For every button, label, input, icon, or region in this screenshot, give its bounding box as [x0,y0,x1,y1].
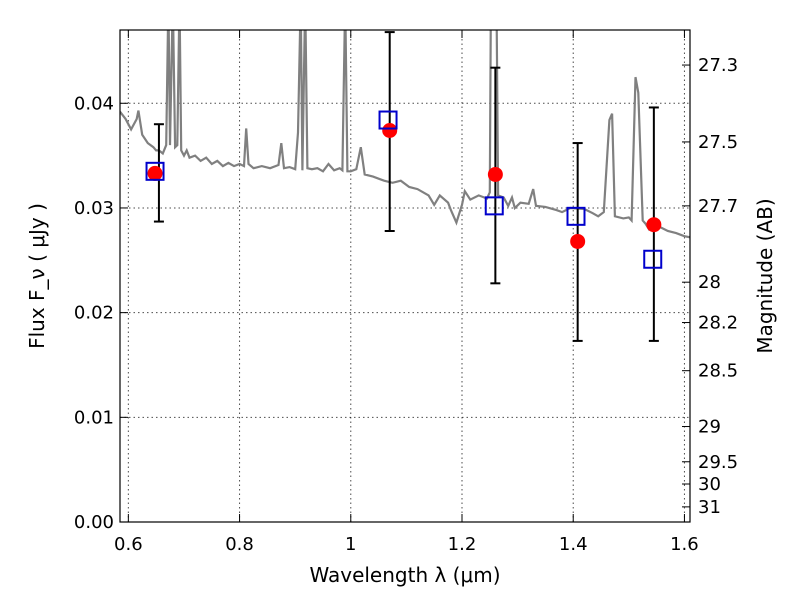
magnitude-tick-label: 28 [698,272,721,293]
model-point [566,206,586,226]
magnitude-axis-label: Magnitude (AB) [753,198,777,353]
y-tick-label: 0.01 [74,407,114,428]
y-tick-label: 0.00 [74,512,114,533]
x-axis: 0.6 0.8 1 1.2 1.4 1.6 [114,30,699,555]
magnitude-tick-label: 30 [698,474,721,495]
magnitude-tick-label: 28.2 [698,313,738,334]
observed-point [147,165,163,181]
observed-point [570,233,586,249]
x-tick-label: 1.6 [670,534,699,555]
plot-frame [119,29,691,523]
magnitude-tick-label: 28.5 [698,361,738,382]
spectrum-line [120,30,690,239]
model-point [378,110,398,130]
observed-point [487,166,503,182]
y-tick-label: 0.04 [74,93,114,114]
magnitude-tick-label: 27.3 [698,55,738,76]
observed-points [147,122,662,249]
x-tick-label: 0.8 [225,534,254,555]
x-tick-label: 1 [345,534,356,555]
observed-point [646,217,662,233]
magnitude-tick-label: 27.7 [698,196,738,217]
y-tick-label: 0.03 [74,198,114,219]
model-point [145,161,165,181]
magnitude-tick-label: 29.5 [698,452,738,473]
x-tick-label: 1.4 [559,534,588,555]
grid [120,30,690,523]
x-tick-label: 1.2 [448,534,477,555]
magnitude-tick-label: 31 [698,497,721,518]
model-point [643,249,663,269]
x-axis-label: Wavelength λ (μm) [309,563,500,587]
y-axis-label: Flux F_ν ( μJy ) [25,203,49,349]
y-axis: 0.00 0.01 0.02 0.03 0.04 [74,93,128,533]
y-tick-label: 0.02 [74,303,114,324]
observed-point [382,122,398,138]
model-points [145,110,663,269]
model-point [484,196,504,216]
plot-area [120,30,690,342]
magnitude-tick-label: 27.5 [698,132,738,153]
magnitude-tick-label: 29 [698,417,721,438]
x-tick-label: 0.6 [114,534,143,555]
